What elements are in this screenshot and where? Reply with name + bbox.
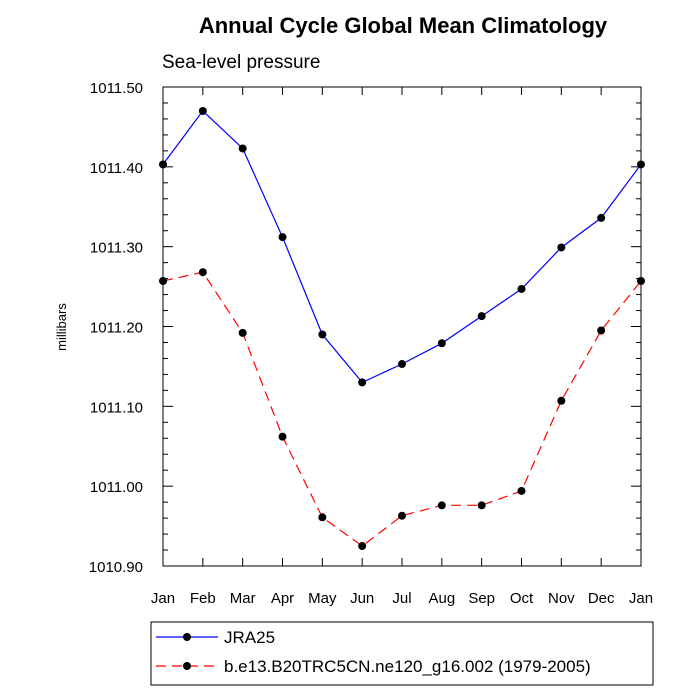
- series-1-point: [597, 326, 606, 335]
- y-axis-label: millibars: [54, 303, 69, 351]
- plot-frame: [162, 86, 642, 567]
- y-tick-label: 1011.20: [90, 320, 143, 337]
- series-line-1: [162, 271, 642, 547]
- series-0-point: [238, 144, 247, 153]
- series-1-point: [477, 501, 486, 510]
- x-tick-label: Oct: [510, 590, 534, 607]
- x-tick-label: May: [308, 590, 337, 607]
- series-1-point: [358, 542, 367, 551]
- series-0-point: [477, 312, 486, 321]
- series-1-point: [278, 432, 287, 441]
- x-tick-label: Nov: [548, 590, 575, 607]
- series-0-point: [278, 233, 287, 242]
- series-0-point: [437, 339, 446, 348]
- series-1-point: [637, 276, 645, 285]
- series-0-point: [358, 378, 367, 387]
- chart-title: Annual Cycle Global Mean Climatology: [199, 13, 608, 38]
- series-0-point: [597, 213, 606, 222]
- series-0-point: [318, 330, 327, 339]
- x-tick-label: Dec: [588, 590, 615, 607]
- y-tick-label: 1011.50: [90, 80, 143, 97]
- series-layer: [159, 106, 645, 551]
- series-0-point: [517, 284, 526, 293]
- y-tick-label: 1011.40: [90, 160, 143, 177]
- series-1-point: [159, 276, 167, 285]
- ticks-layer: Jan Feb Mar Apr May Jun Jul Aug Sep Oct Nov Dec Jan 1…: [89, 80, 653, 607]
- series-0-point: [398, 360, 406, 369]
- series-0-point: [637, 160, 645, 169]
- x-tick-label: Jan: [629, 590, 653, 607]
- legend-marker-jra25: [183, 633, 191, 641]
- y-tick-label: 1010.90: [89, 559, 143, 576]
- series-1-point: [437, 501, 446, 510]
- legend-label-jra25: JRA25: [224, 628, 275, 647]
- chart-subtitle: Sea-level pressure: [162, 52, 320, 73]
- x-tick-label: Aug: [428, 590, 455, 607]
- x-tick-label: Feb: [190, 590, 216, 607]
- y-tick-label: 1011.10: [90, 399, 143, 416]
- x-tick-label: Mar: [230, 590, 256, 607]
- series-0-point: [198, 106, 207, 115]
- x-tick-label: Jun: [350, 590, 374, 607]
- x-tick-label: Jul: [392, 590, 411, 607]
- x-tick-label: Jan: [151, 590, 175, 607]
- series-1-point: [557, 396, 566, 405]
- series-1-point: [318, 513, 327, 522]
- series-1-point: [517, 486, 526, 495]
- legend-box: [150, 621, 654, 686]
- series-line-0: [162, 110, 642, 384]
- series-1-point: [398, 511, 406, 520]
- series-1-point: [198, 268, 207, 277]
- y-tick-label: 1011.00: [90, 479, 143, 496]
- legend-label-model: b.e13.B20TRC5CN.ne120_g16.002 (1979-2005…: [224, 657, 591, 676]
- x-tick-label: Sep: [468, 590, 495, 607]
- x-tick-label: Apr: [271, 590, 294, 607]
- series-0-point: [159, 160, 167, 169]
- series-0-point: [557, 243, 566, 252]
- legend-marker-model: [183, 662, 191, 670]
- y-tick-label: 1011.30: [90, 240, 143, 257]
- series-1-point: [238, 328, 247, 337]
- legend: JRA25 b.e13.B20TRC5CN.ne120_g16.002 (197…: [156, 628, 591, 676]
